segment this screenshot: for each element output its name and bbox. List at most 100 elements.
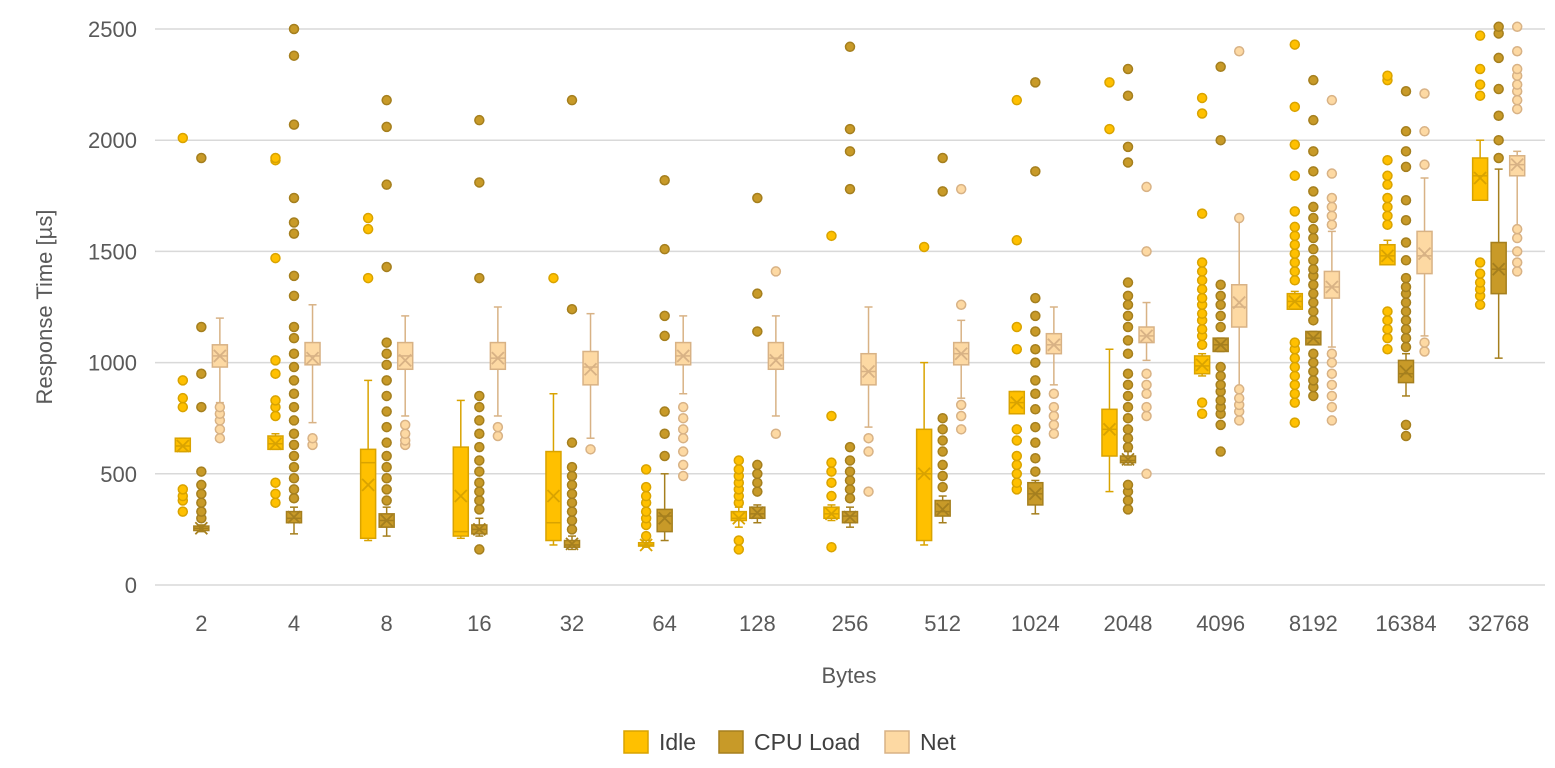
mean-marker	[1510, 158, 1524, 172]
outlier-point	[1122, 441, 1134, 453]
outlier-point	[1382, 179, 1393, 190]
x-tick-label: 512	[924, 611, 961, 636]
outlier-point	[826, 230, 837, 242]
outlier-point	[1511, 21, 1523, 33]
outlier-point	[1233, 415, 1245, 426]
mean-marker	[213, 349, 227, 363]
mean-marker	[454, 489, 468, 503]
outlier-point	[566, 437, 578, 448]
box-8	[359, 212, 377, 542]
outlier-point	[1400, 419, 1412, 431]
y-tick-label: 2000	[88, 128, 137, 153]
legend-item-cpu-load: CPU Load	[718, 729, 860, 755]
outlier-point	[1011, 435, 1023, 446]
outlier-point	[752, 468, 763, 480]
mean-marker	[750, 506, 764, 520]
outlier-point	[863, 486, 874, 497]
outlier-point	[381, 337, 392, 348]
outlier-point	[844, 123, 856, 135]
outlier-point	[1308, 288, 1319, 299]
outlier-point	[1400, 323, 1412, 335]
outlier-point	[1326, 348, 1338, 359]
outlier-point	[844, 493, 856, 504]
box-1024	[1045, 306, 1063, 440]
outlier-point	[1122, 379, 1134, 391]
outlier-point	[196, 479, 207, 491]
outlier-point	[1215, 321, 1226, 333]
outlier-point	[1011, 468, 1023, 480]
y-tick-label: 1000	[88, 351, 137, 376]
outlier-point	[288, 270, 300, 282]
outlier-point	[1104, 77, 1115, 88]
outlier-point	[474, 504, 485, 515]
mean-marker	[1121, 452, 1135, 466]
box-iqr	[1323, 270, 1341, 299]
outlier-point	[1289, 275, 1301, 286]
outlier-point	[566, 470, 578, 482]
outlier-point	[677, 446, 689, 457]
outlier-point	[1215, 379, 1226, 391]
outlier-point	[1382, 192, 1393, 204]
outlier-point	[474, 272, 485, 284]
outlier-point	[1326, 192, 1338, 204]
outlier-point	[1215, 299, 1226, 311]
outlier-point	[1400, 315, 1412, 326]
outlier-point	[381, 472, 392, 484]
outlier-point	[1048, 419, 1060, 431]
outlier-point	[381, 406, 392, 417]
outlier-point	[1122, 412, 1134, 424]
outlier-point	[381, 375, 392, 386]
outlier-point	[1011, 321, 1023, 333]
mean-marker	[843, 510, 857, 524]
outlier-point	[752, 288, 763, 299]
mean-marker	[1325, 280, 1339, 294]
outlier-point	[1474, 277, 1486, 288]
box-series	[174, 21, 1526, 555]
outlier-point	[474, 401, 485, 413]
outlier-point	[288, 415, 300, 426]
outlier-point	[1196, 308, 1208, 319]
box-4	[267, 152, 284, 508]
series-cpu-load	[193, 21, 1507, 555]
outlier-point	[1122, 90, 1134, 101]
outlier-point	[1474, 257, 1486, 268]
outlier-point	[381, 121, 392, 133]
outlier-point	[1011, 450, 1023, 462]
outlier-point	[1289, 206, 1301, 217]
outlier-point	[1474, 79, 1486, 90]
outlier-point	[1122, 157, 1134, 168]
outlier-point	[566, 497, 578, 508]
outlier-point	[1326, 390, 1338, 402]
box-16	[471, 114, 488, 555]
outlier-point	[1382, 219, 1393, 230]
outlier-point	[844, 466, 856, 477]
mean-marker	[658, 511, 672, 525]
outlier-point	[288, 388, 300, 399]
outlier-point	[1215, 290, 1226, 302]
outlier-point	[1493, 21, 1504, 33]
mean-marker	[639, 538, 653, 552]
y-tick-label: 2500	[88, 17, 137, 42]
outlier-point	[1122, 479, 1134, 491]
outlier-point	[474, 455, 485, 466]
outlier-point	[1326, 379, 1338, 391]
x-tick-label: 16	[467, 611, 491, 636]
outlier-point	[1048, 428, 1060, 440]
outlier-point	[474, 177, 485, 188]
outlier-point	[177, 484, 189, 495]
outlier-point	[214, 432, 226, 444]
outlier-point	[937, 424, 948, 435]
outlier-point	[640, 506, 652, 517]
outlier-point	[1400, 161, 1412, 173]
box-4	[285, 23, 303, 535]
outlier-point	[362, 272, 374, 284]
outlier-point	[196, 497, 207, 508]
box-iqr	[1230, 284, 1248, 328]
outlier-point	[1382, 344, 1393, 355]
mean-marker	[546, 489, 561, 503]
outlier-point	[1030, 77, 1041, 88]
outlier-point	[640, 490, 652, 502]
mean-marker	[491, 351, 505, 365]
